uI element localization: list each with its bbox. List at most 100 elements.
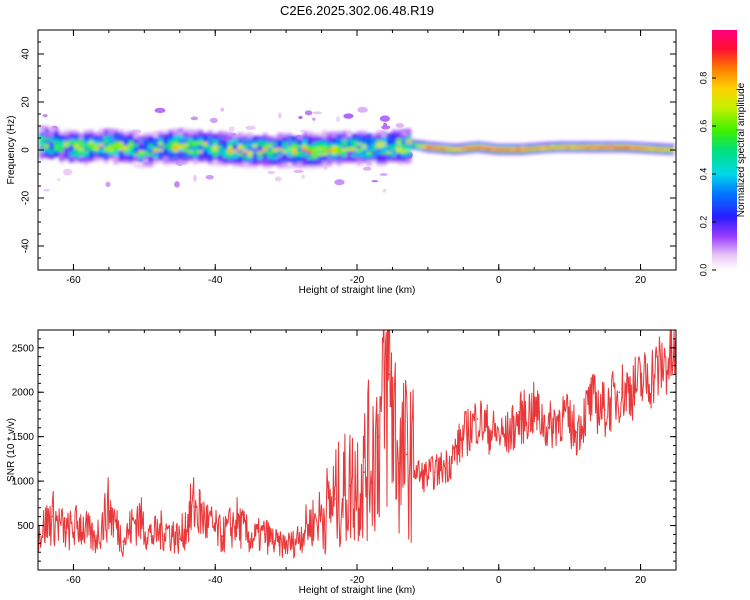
spectrogram-cell — [133, 134, 139, 139]
spectrogram-cell — [158, 148, 164, 152]
spectrogram-cell — [336, 159, 342, 164]
spectrogram-cell — [649, 151, 655, 154]
spectrogram-cell — [331, 157, 337, 161]
spectrogram-cell — [589, 144, 595, 147]
spectrogram-cell — [659, 152, 665, 154]
spectrogram-cell — [192, 155, 198, 159]
spectrogram-cell — [237, 155, 243, 159]
spectrogram-speckle — [300, 129, 308, 133]
spectrogram-cell — [555, 141, 561, 144]
spectrogram-cell — [44, 128, 50, 133]
spectrogram-cell — [465, 145, 471, 148]
spectrogram-cell — [336, 130, 342, 135]
spectrogram-cell — [351, 133, 357, 137]
spectrogram-cell — [83, 132, 89, 137]
spectrogram-cell — [242, 152, 248, 157]
spectrogram-cell — [173, 137, 179, 141]
spectrogram-cell — [396, 129, 402, 133]
spectrogram-cell — [54, 130, 60, 135]
spectrogram-cell — [202, 132, 208, 137]
spectrogram-cell — [555, 148, 561, 151]
spectrogram-x-label: Height of straight line (km) — [299, 285, 416, 296]
spectrogram-cell — [391, 141, 397, 145]
spectrogram-cell — [401, 143, 407, 147]
spectrogram-cell — [391, 132, 397, 137]
spectrogram-cell — [257, 158, 263, 163]
spectrogram-cell — [232, 155, 238, 159]
spectrogram-cell — [297, 135, 303, 140]
spectrogram-speckle — [379, 173, 388, 176]
spectrogram-cell — [654, 148, 660, 151]
spectrogram-cell — [331, 142, 337, 147]
spectrogram-cell — [530, 142, 536, 145]
spectrogram-cell — [530, 153, 536, 155]
spectrogram-cell — [317, 164, 323, 168]
spectrogram-cell — [297, 141, 303, 146]
spectrogram-cell — [83, 135, 89, 139]
spectrogram-cell — [63, 140, 69, 145]
spectrogram-cell — [217, 151, 223, 155]
spectrogram-cell — [545, 147, 551, 150]
spectrogram-cell — [619, 148, 625, 151]
spectrogram-cell — [555, 150, 561, 152]
spectrogram-cell — [436, 150, 442, 153]
spectrogram-cell — [580, 145, 586, 148]
snr-data-point — [533, 409, 536, 411]
spectrogram-cell — [39, 140, 45, 144]
x-tick-label: 0 — [496, 575, 502, 586]
colorbar-gradient — [712, 30, 737, 270]
spectrogram-cell — [58, 145, 64, 150]
spectrogram-cell — [376, 147, 382, 152]
spectrogram-cell — [307, 156, 313, 160]
spectrogram-cell — [247, 150, 253, 154]
spectrogram-cell — [644, 142, 650, 145]
spectrogram-cell — [535, 142, 541, 145]
spectrogram-cell — [475, 151, 481, 154]
spectrogram-cell — [292, 158, 298, 163]
spectrogram-cell — [515, 153, 521, 156]
spectrogram-cell — [431, 147, 437, 150]
spectrogram-cell — [331, 137, 337, 141]
spectrogram-cell — [39, 128, 45, 133]
spectrogram-cell — [188, 146, 194, 150]
spectrogram-cell — [207, 153, 213, 157]
spectrogram-cell — [217, 136, 223, 141]
spectrogram-cell — [88, 143, 94, 148]
spectrogram-cell — [212, 145, 218, 149]
spectrogram-cell — [297, 164, 303, 169]
spectrogram-cell — [148, 132, 154, 136]
spectrogram-cell — [252, 141, 258, 146]
spectrogram-cell — [351, 147, 357, 152]
spectrogram-cell — [272, 150, 278, 154]
spectrogram-cell — [138, 144, 144, 148]
spectrogram-cell — [321, 132, 327, 136]
spectrogram-cell — [63, 138, 69, 142]
spectrogram-cell — [570, 151, 576, 154]
spectrogram-cell — [396, 132, 402, 136]
spectrogram-cell — [148, 160, 154, 165]
spectrogram-cell — [317, 138, 323, 142]
spectrogram-speckle — [228, 126, 235, 132]
spectrogram-cell — [317, 158, 323, 162]
spectrogram-speckle — [324, 166, 328, 170]
spectrogram-cell — [68, 156, 74, 160]
spectrogram-cell — [153, 131, 159, 135]
spectrogram-cell — [446, 144, 452, 147]
spectrogram-cell — [396, 152, 402, 156]
y-tick-label: 2500 — [12, 343, 35, 354]
spectrogram-cell — [178, 151, 184, 155]
spectrogram-cell — [381, 145, 387, 149]
spectrogram-cell — [654, 151, 660, 154]
spectrogram-cell — [346, 139, 352, 143]
spectrogram-cell — [500, 153, 506, 156]
x-tick-label: -20 — [350, 575, 365, 586]
y-tick-label: 2000 — [12, 388, 35, 399]
spectrogram-cell — [217, 159, 223, 164]
spectrogram-cell — [158, 156, 164, 161]
spectrogram-cell — [143, 158, 149, 163]
spectrogram-cell — [604, 150, 610, 152]
snr-data-point — [476, 418, 479, 420]
spectrogram-cell — [128, 142, 134, 147]
spectrogram-cell — [371, 142, 377, 146]
spectrogram-cell — [386, 150, 392, 154]
